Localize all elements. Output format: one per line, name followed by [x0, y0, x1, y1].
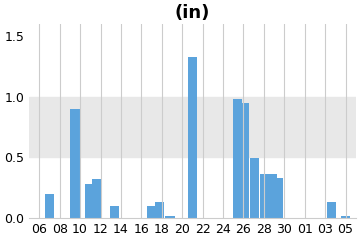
Bar [71, 109, 80, 218]
Bar [250, 158, 259, 218]
Bar [341, 216, 350, 218]
Bar [155, 202, 165, 218]
Bar [327, 202, 336, 218]
Bar [240, 103, 249, 218]
Bar [260, 174, 270, 218]
Bar [274, 178, 283, 218]
Bar [85, 184, 94, 218]
Bar [233, 99, 242, 218]
Bar [92, 179, 101, 218]
Bar [29, 96, 356, 157]
Title: (in): (in) [175, 4, 210, 22]
Bar [165, 216, 175, 218]
Bar [267, 174, 277, 218]
Bar [188, 56, 197, 218]
Bar [147, 206, 156, 218]
Bar [45, 194, 54, 218]
Bar [110, 206, 120, 218]
